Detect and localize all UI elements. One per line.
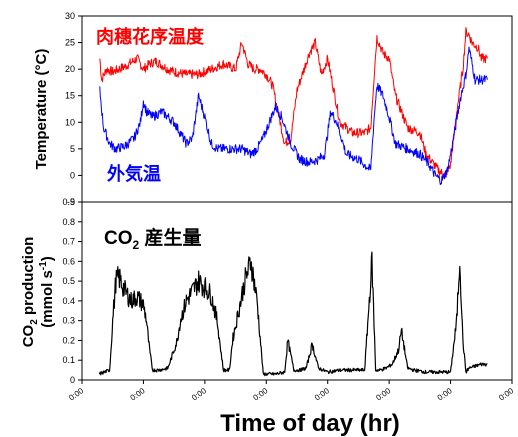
y-tick-label: 0.2 — [62, 335, 75, 345]
y-tick-label: 0.9 — [62, 197, 75, 207]
y-tick-label: 0 — [70, 375, 75, 385]
series-line-2 — [99, 46, 488, 186]
y-tick-label: 0.3 — [62, 316, 75, 326]
temperature-y-axis-label: Temperature (°C) — [33, 49, 50, 170]
y-tick-label: 0.7 — [62, 237, 75, 247]
ambient-temperature-label: 外気温 — [107, 163, 161, 184]
y-tick-label: 0 — [70, 170, 75, 180]
co2-plot-frame — [81, 201, 513, 381]
y-tick-label: 15 — [65, 91, 75, 101]
spadix-temperature-label: 肉穗花序温度 — [96, 26, 205, 47]
x-tick-label: 0:00 — [497, 386, 515, 403]
y-tick-label: 10 — [65, 117, 75, 127]
y-tick-label: 0.5 — [62, 276, 75, 286]
x-tick-label: 0:00 — [129, 386, 147, 403]
y-tick-label: 0.8 — [62, 217, 75, 227]
co2-y-axis-label-line1: CO2 production — [20, 237, 40, 348]
x-axis-label: Time of day (hr) — [220, 410, 400, 437]
y-tick-label: 0.6 — [62, 256, 75, 266]
x-tick-label: 0:00 — [374, 386, 392, 403]
y-tick-label: 0.4 — [62, 296, 75, 306]
y-tick-label: 20 — [65, 64, 75, 74]
x-tick-label: 0:00 — [436, 386, 454, 403]
x-tick-label: 0:00 — [190, 386, 208, 403]
temperature-y-axis-ticks: -5 0 5 10 15 20 25 30 — [65, 11, 82, 207]
co2-panel-title: CO2 産生量 — [104, 226, 201, 252]
y-tick-label: 0.1 — [62, 355, 75, 365]
series-line-1 — [98, 251, 488, 377]
x-tick-label: 0:00 — [67, 386, 85, 403]
co2-y-axis-label-line2: (mmol s-1) — [38, 256, 56, 327]
co2-y-axis-ticks: 0 0.1 0.2 0.3 0.4 0.5 0.6 0.7 0.8 0.9 — [62, 197, 82, 385]
x-axis-ticks: 0:00 0:00 0:00 0:00 0:00 0:00 0:00 0:00 — [67, 380, 516, 403]
x-tick-label: 0:00 — [313, 386, 331, 403]
y-tick-label: 5 — [70, 144, 75, 154]
y-tick-label: 30 — [65, 11, 75, 21]
temperature-series — [99, 27, 488, 186]
x-tick-label: 0:00 — [252, 386, 270, 403]
y-tick-label: -5 — [67, 197, 75, 207]
y-tick-label: 25 — [65, 38, 75, 48]
series-line-1 — [99, 27, 488, 179]
co2-series — [98, 251, 488, 377]
